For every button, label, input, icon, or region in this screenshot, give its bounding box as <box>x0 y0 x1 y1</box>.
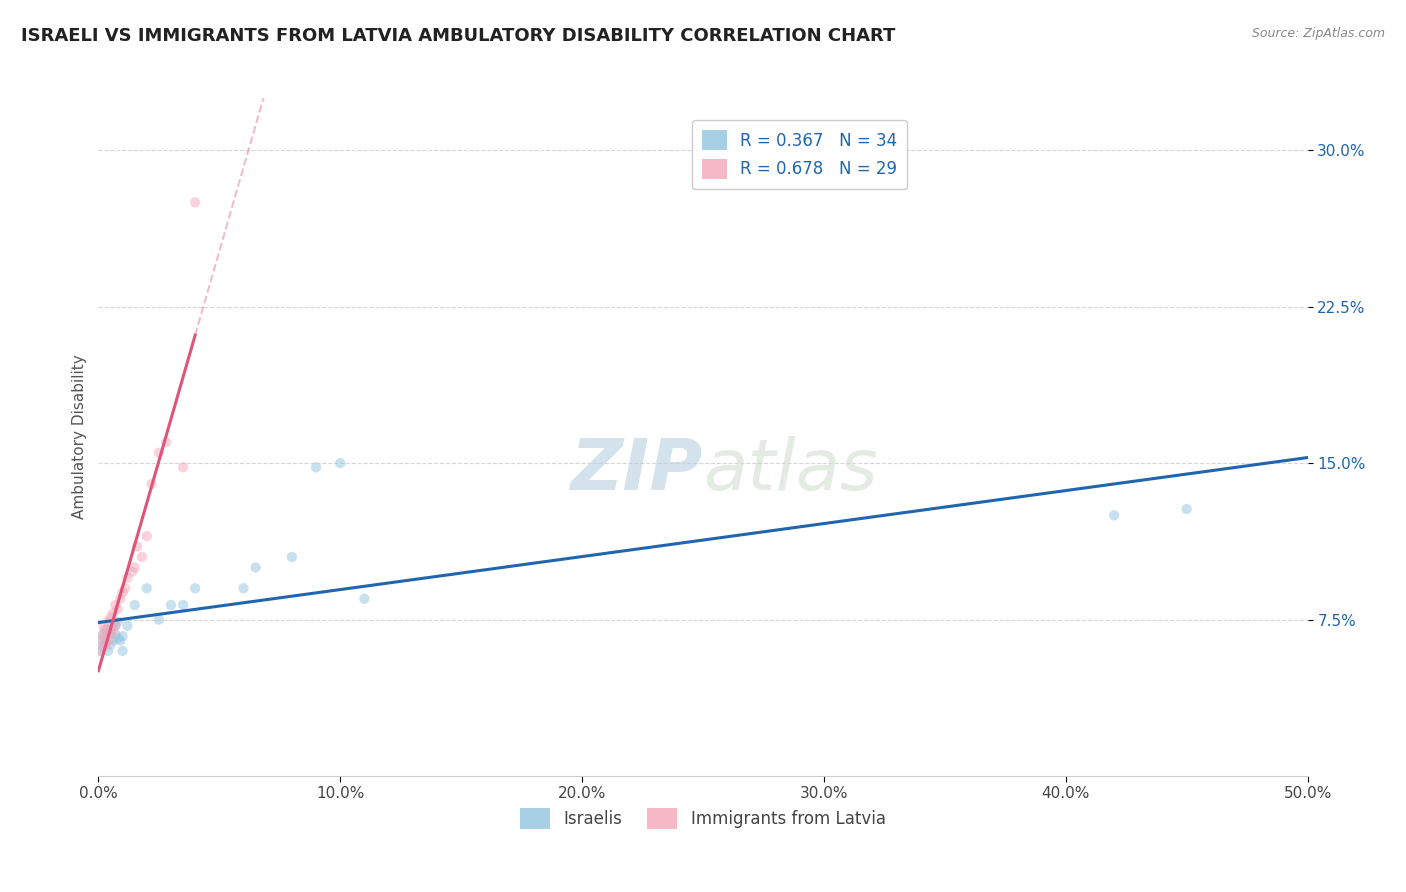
Point <box>97 644 120 658</box>
Point <box>97 627 120 641</box>
Point <box>305 460 328 475</box>
Point <box>91 627 114 641</box>
Point <box>101 633 124 648</box>
Point <box>281 549 304 564</box>
Text: Source: ZipAtlas.com: Source: ZipAtlas.com <box>1251 27 1385 40</box>
Point <box>117 571 139 585</box>
Point <box>172 598 194 612</box>
Point <box>1175 502 1198 516</box>
Point <box>94 623 117 637</box>
Point <box>121 565 143 579</box>
Point <box>131 549 153 564</box>
Point <box>127 540 149 554</box>
Point <box>141 477 163 491</box>
Point <box>184 195 207 210</box>
Text: ZIP: ZIP <box>571 436 703 506</box>
Point <box>124 560 146 574</box>
Point <box>104 627 127 641</box>
Point <box>90 644 112 658</box>
Point <box>148 613 170 627</box>
Point <box>100 623 122 637</box>
Point <box>91 619 114 633</box>
Point <box>104 619 127 633</box>
Point <box>172 460 194 475</box>
Point <box>94 635 117 649</box>
Text: atlas: atlas <box>703 436 877 506</box>
Point <box>111 644 134 658</box>
Point <box>108 633 131 648</box>
Point <box>104 619 127 633</box>
Point <box>160 598 183 612</box>
Text: ISRAELI VS IMMIGRANTS FROM LATVIA AMBULATORY DISABILITY CORRELATION CHART: ISRAELI VS IMMIGRANTS FROM LATVIA AMBULA… <box>21 27 896 45</box>
Point <box>155 435 177 450</box>
Point <box>100 627 122 641</box>
Point <box>100 610 122 624</box>
Point <box>107 615 129 629</box>
Point <box>91 640 114 654</box>
Point <box>90 633 112 648</box>
Point <box>184 582 207 596</box>
Point <box>353 591 375 606</box>
Point <box>107 602 129 616</box>
Point <box>107 632 129 646</box>
Point <box>94 638 117 652</box>
Point <box>1102 508 1125 523</box>
Point <box>97 615 120 629</box>
Point <box>135 582 157 596</box>
Point <box>90 633 112 648</box>
Point <box>100 638 122 652</box>
Point <box>135 529 157 543</box>
Point <box>101 623 124 637</box>
Point <box>329 456 352 470</box>
Point <box>232 582 254 596</box>
Point <box>101 607 124 621</box>
Point <box>111 629 134 643</box>
Point <box>148 446 170 460</box>
Point <box>97 633 120 648</box>
Point <box>117 619 139 633</box>
Point <box>94 623 117 637</box>
Legend: Israelis, Immigrants from Latvia: Israelis, Immigrants from Latvia <box>513 802 893 836</box>
Point <box>101 619 124 633</box>
Point <box>104 598 127 612</box>
Y-axis label: Ambulatory Disability: Ambulatory Disability <box>72 355 87 519</box>
Point <box>90 644 112 658</box>
Point <box>245 560 267 574</box>
Point <box>111 585 134 599</box>
Point <box>124 598 146 612</box>
Point <box>91 627 114 641</box>
Point <box>108 591 131 606</box>
Point <box>114 582 136 596</box>
